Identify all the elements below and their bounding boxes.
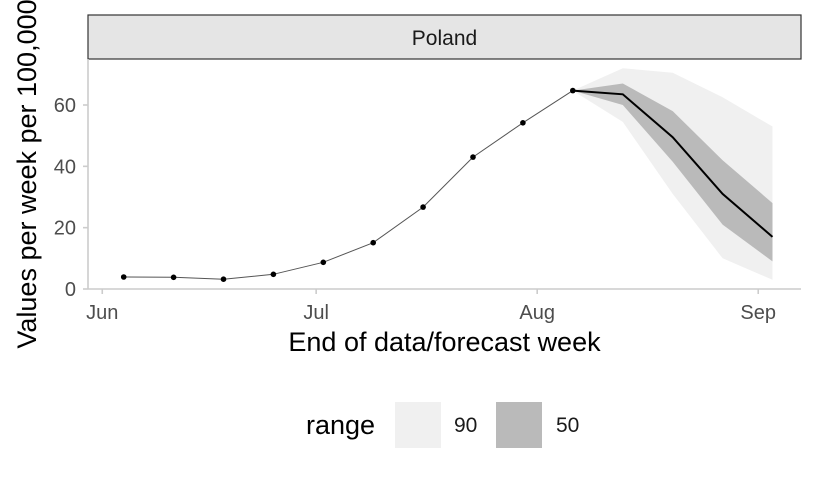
observed-point <box>120 274 127 280</box>
observed-points <box>120 87 576 283</box>
legend-label-50: 50 <box>556 414 579 437</box>
y-tick-label: 40 <box>54 156 76 178</box>
forecast-bands <box>572 68 773 280</box>
legend-swatch-50 <box>496 402 542 448</box>
observed-point <box>470 154 476 160</box>
facet-label: Poland <box>412 27 477 50</box>
y-tick-label: 60 <box>54 95 76 117</box>
legend-swatch-90 <box>395 402 441 448</box>
x-axis-title: End of data/forecast week <box>288 327 601 357</box>
observed-point <box>370 239 377 246</box>
observed-point <box>570 87 576 94</box>
series-lines <box>123 89 774 280</box>
x-tick-label: Sep <box>740 302 776 324</box>
x-ticks: Jun Jul Aug Sep <box>86 289 776 324</box>
y-axis-title: Values per week per 100,000 <box>12 0 42 349</box>
x-tick-label: Jul <box>303 302 329 324</box>
x-tick-label: Jun <box>86 302 118 324</box>
y-tick-label: 20 <box>54 218 76 240</box>
band-90 <box>572 68 773 280</box>
observed-point <box>420 204 426 210</box>
observed-point <box>170 274 177 281</box>
facet-strip <box>87 14 802 60</box>
median-forecast-line <box>572 89 774 238</box>
band-50 <box>572 83 773 262</box>
y-tick-label: 0 <box>65 279 76 301</box>
observed-point <box>520 120 526 126</box>
y-ticks: 0 20 40 60 <box>54 95 88 301</box>
observed-point <box>220 276 227 283</box>
observed-point <box>270 271 277 278</box>
observed-line <box>123 90 574 280</box>
legend: range 90 50 <box>306 402 579 448</box>
x-tick-label: Aug <box>519 302 555 324</box>
observed-point <box>320 259 327 266</box>
legend-label-90: 90 <box>454 414 477 437</box>
legend-title: range <box>306 410 375 440</box>
